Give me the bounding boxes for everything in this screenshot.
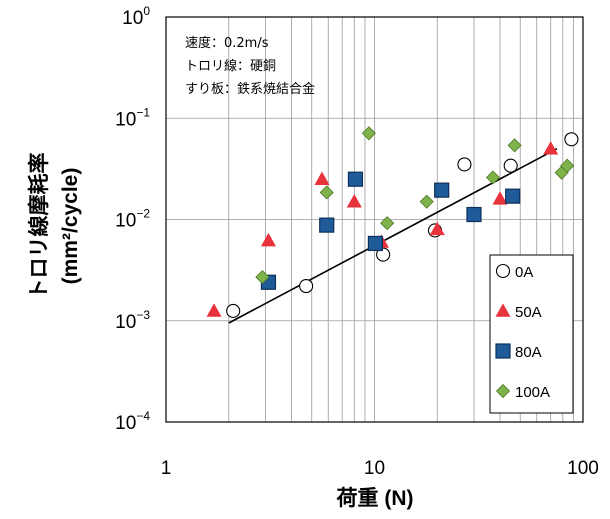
data-point-0a (299, 279, 314, 294)
data-point-50a (314, 171, 330, 186)
data-point-80a (466, 206, 482, 223)
data-point-80a (434, 182, 450, 198)
x-tick-label: 100 (567, 458, 599, 479)
data-point-0a (226, 303, 241, 318)
legend-markers (495, 263, 511, 399)
data-point-50a (206, 303, 222, 317)
tick-labels: 1 10 100 100 10−1 10−2 10−3 10−4 (115, 4, 599, 479)
data-point-80a (367, 235, 384, 252)
data-point-100a (319, 185, 334, 200)
condition-trolley-wire: トロリ線：硬銅 (185, 58, 276, 74)
data-point-0a (503, 158, 518, 173)
data-point-50a (260, 232, 276, 247)
x-tick-label: 1 (161, 458, 172, 479)
trendline (228, 148, 558, 324)
y-axis-title-line2: (mm²/cycle) (59, 168, 82, 285)
y-tick-label: 10−1 (115, 105, 150, 130)
legend-marker-50a (495, 303, 511, 317)
data-point-0a (376, 247, 391, 262)
legend-label-0a: 0A (515, 264, 533, 281)
legend-marker-100a (495, 383, 511, 399)
condition-contact-strip: すり板：鉄系焼結合金 (185, 81, 315, 97)
data-point-80a (505, 188, 521, 204)
data-point-80a (347, 171, 364, 187)
data-point-100a (419, 194, 434, 209)
data-point-50a (346, 194, 362, 208)
data-point-80a (319, 217, 335, 233)
legend-label-100a: 100A (515, 384, 550, 401)
x-axis-title: 荷重 (N) (337, 486, 414, 510)
data-point-100a (485, 170, 501, 185)
data-point-100a (560, 158, 575, 173)
y-axis-title: トロリ線摩耗率 (mm²/cycle) (27, 153, 82, 300)
data-point-100a (507, 138, 522, 153)
data-points (206, 126, 579, 318)
trendline-group (228, 148, 558, 324)
data-point-100a (361, 126, 376, 141)
data-point-50a (543, 141, 559, 155)
x-tick-label: 10 (364, 458, 385, 479)
plot-frame (165, 16, 584, 423)
data-point-0a (564, 132, 579, 147)
y-tick-label: 100 (122, 4, 150, 29)
legend-marker-0a (495, 263, 511, 279)
condition-speed: 速度：0.2m/s (185, 35, 269, 51)
legend-label-50a: 50A (515, 304, 542, 321)
legend-label-80a: 80A (515, 344, 542, 361)
data-point-100a (380, 216, 395, 231)
legend-marker-80a (495, 343, 511, 359)
y-tick-label: 10−3 (115, 308, 150, 333)
conditions-box: 速度：0.2m/s トロリ線：硬銅 すり板：鉄系焼結合金 (185, 35, 315, 97)
data-point-100a (255, 270, 270, 285)
y-tick-label: 10−2 (115, 207, 150, 232)
data-point-0a (457, 157, 472, 172)
y-tick-label: 10−4 (115, 409, 150, 434)
data-point-50a (492, 191, 508, 205)
y-axis-title-line1: トロリ線摩耗率 (27, 153, 51, 300)
legend: 0A 50A 80A 100A (489, 254, 574, 414)
data-point-50a (429, 221, 445, 236)
